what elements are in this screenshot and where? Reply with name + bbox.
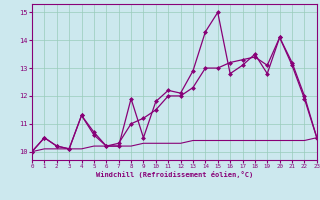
X-axis label: Windchill (Refroidissement éolien,°C): Windchill (Refroidissement éolien,°C): [96, 171, 253, 178]
